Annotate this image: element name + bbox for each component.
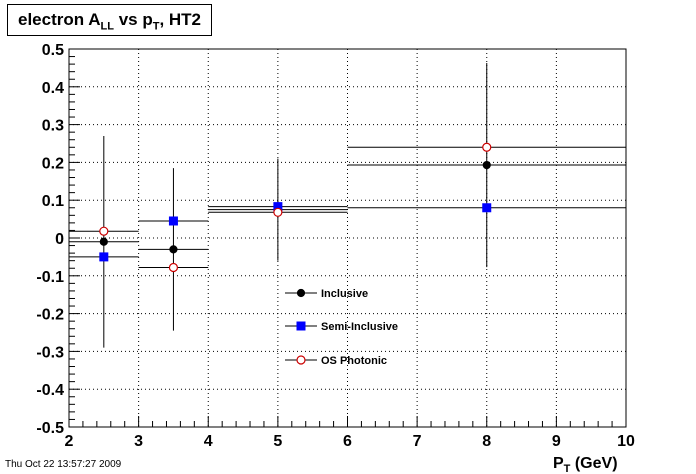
footer-date: Thu Oct 22 13:57:27 2009: [5, 459, 122, 470]
y-tick-label: -0.5: [36, 420, 64, 437]
x-axis-label: PT (GeV): [553, 455, 618, 474]
x-axis-label-sub: T: [564, 463, 571, 474]
legend-label: OS Photonic: [321, 355, 387, 367]
x-tick-label: 2: [65, 433, 74, 450]
x-axis-label-tail: (GeV): [570, 455, 617, 472]
data-point: [99, 226, 109, 236]
title-main: electron A: [18, 10, 101, 29]
y-tick-label: -0.2: [36, 307, 64, 324]
title-sub-t: T: [152, 20, 160, 33]
data-point: [482, 160, 491, 170]
y-tick-label: -0.1: [36, 269, 64, 286]
y-tick-label: 0.3: [42, 118, 64, 135]
x-tick-label: 6: [343, 433, 352, 450]
y-tick-label: -0.3: [36, 344, 64, 361]
data-markers: [99, 142, 492, 273]
title-tail: , HT2: [159, 10, 202, 29]
legend-marker: [296, 321, 306, 331]
data-point: [169, 245, 178, 254]
data-point: [168, 216, 178, 226]
legend: Inclusive Semi-Inclusive OS Photonic: [285, 288, 398, 367]
data-point: [99, 237, 108, 246]
data-point: [273, 207, 283, 217]
data-point: [482, 142, 492, 152]
title-sub-ll: LL: [100, 20, 114, 33]
tick-labels: 2 3 4 5 6 7 8 9 10 -0.5 -0.4 -0.3 -0.2 -0.1 0 0.1 0.2 0.3…: [36, 42, 635, 450]
y-tick-label: -0.4: [36, 382, 64, 399]
y-tick-label: 0.4: [42, 80, 64, 97]
y-tick-label: 0.1: [42, 193, 64, 210]
x-tick-label: 7: [413, 433, 422, 450]
legend-label: Semi-Inclusive: [321, 321, 398, 333]
y-tick-label: 0.2: [42, 155, 64, 172]
title-mid: vs p: [113, 10, 153, 29]
x-tick-label: 4: [204, 433, 213, 450]
x-axis-label-main: P: [553, 455, 564, 472]
chart-title: electron ALL vs pT, HT2: [7, 4, 213, 36]
x-tick-label: 9: [552, 433, 561, 450]
legend-marker: [296, 355, 306, 365]
y-tick-label: 0: [55, 231, 64, 248]
x-tick-label: 3: [134, 433, 143, 450]
legend-marker: [296, 288, 306, 298]
x-tick-label: 5: [273, 433, 282, 450]
data-point: [482, 203, 492, 213]
y-tick-label: 0.5: [42, 42, 64, 59]
legend-label: Inclusive: [321, 288, 368, 300]
error-bars: [103, 62, 488, 348]
data-point: [99, 252, 109, 262]
grid-layer: [69, 49, 626, 427]
data-point: [168, 262, 179, 273]
axis-ticks: [68, 48, 627, 428]
x-tick-label: 10: [617, 433, 635, 450]
x-tick-label: 8: [482, 433, 491, 450]
